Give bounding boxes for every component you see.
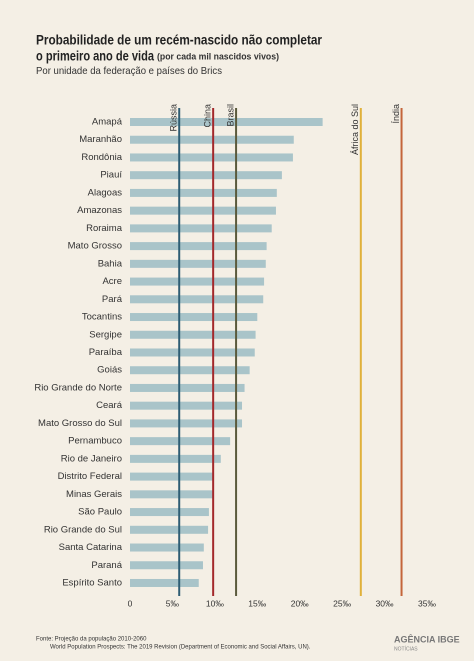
y-tick-label: Distrito Federal [58,471,122,482]
logo: AGÊNCIA IBGE [394,633,460,644]
y-tick-label: Rio Grande do Norte [34,382,122,393]
y-tick-label: Paraíba [89,347,123,358]
y-tick-label: Paraná [91,560,122,571]
y-tick-label: Rondônia [81,152,122,163]
chart-title: o primeiro ano de vida [36,49,154,64]
bar [130,330,256,339]
x-tick-label: 10‰ [206,598,224,608]
reference-label: África do Sul [350,104,360,155]
x-tick-label: 25‰ [333,598,351,608]
reference-label: Rússia [169,104,179,132]
logo-sub: NOTÍCIAS [394,645,418,652]
bar [130,295,264,304]
y-tick-label: Sergipe [89,329,122,340]
y-tick-label: Santa Catarina [59,542,123,553]
y-tick-label: Mato Grosso [68,241,122,252]
source: World Population Prospects: The 2019 Rev… [50,645,311,651]
y-tick-label: Espírito Santo [62,577,122,588]
y-tick-label: São Paulo [78,507,122,518]
bar [130,348,255,357]
bar [130,525,209,534]
y-tick-label: Amapá [92,117,123,128]
bar [130,472,215,481]
bar [130,135,294,144]
y-tick-label: Tocantins [82,312,122,323]
y-tick-label: Alagoas [88,187,123,198]
bar [130,401,243,410]
x-tick-label: 35‰ [418,598,436,608]
bar [130,224,272,233]
y-tick-label: Pará [102,294,123,305]
bar [130,171,282,180]
y-tick-label: Rio de Janeiro [61,453,122,464]
bar [130,188,277,197]
y-tick-label: Rio Grande do Sul [44,524,122,535]
bar [130,561,203,570]
bar [130,454,221,463]
subtitle: Por unidade da federação e países do Bri… [36,65,222,77]
y-tick-label: Mato Grosso do Sul [38,418,122,429]
bar [130,508,209,517]
y-tick-label: Pernambuco [68,436,122,447]
bar [130,419,243,428]
x-tick-label: 0 [128,598,133,608]
bar [130,206,276,215]
source: Fonte: Projeção da população 2010-2060 [36,637,147,643]
bar [130,366,250,375]
bar [130,578,199,587]
bar [130,242,267,251]
y-tick-label: Roraima [86,223,123,234]
y-tick-label: Maranhão [79,134,122,145]
bar [130,259,266,268]
y-tick-label: Amazonas [77,205,122,216]
bar [130,153,293,162]
bar [130,313,258,322]
title-note: (por cada mil nascidos vivos) [157,51,279,61]
reference-label: Brasil [225,104,235,127]
x-tick-label: 15‰ [248,598,266,608]
bar [130,490,214,499]
y-tick-label: Bahia [98,258,123,269]
x-tick-label: 5‰ [166,598,180,608]
x-tick-label: 30‰ [376,598,394,608]
y-tick-label: Ceará [96,400,123,411]
bar [130,118,323,126]
bar [130,277,265,286]
y-tick-label: Piauí [100,170,122,181]
reference-label: China [203,104,213,128]
reference-label: Índia [391,104,401,124]
bar [130,543,204,552]
y-tick-label: Acre [102,276,122,287]
y-tick-label: Goiás [97,365,122,376]
bar [130,383,245,392]
x-tick-label: 20‰ [291,598,309,608]
y-tick-label: Minas Gerais [66,489,122,500]
chart-title: Probabilidade de um recém-nascido não co… [36,33,323,48]
